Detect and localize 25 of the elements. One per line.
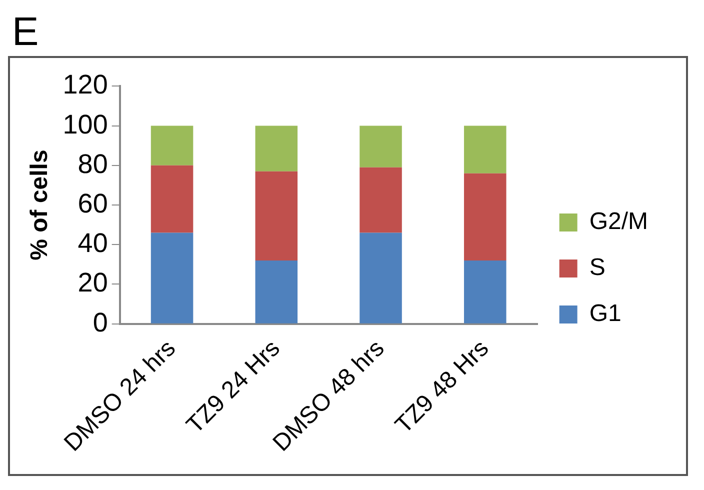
legend-label: G2/M (589, 208, 648, 236)
legend-label: S (589, 254, 606, 282)
y-tick-label: 0 (92, 307, 108, 338)
bar (464, 173, 506, 260)
chart-title: E (12, 9, 40, 56)
bar (360, 126, 402, 168)
y-tick-label: 120 (62, 70, 108, 100)
bar (255, 126, 298, 172)
bar (255, 260, 298, 324)
bar (150, 126, 194, 166)
bar (150, 165, 194, 233)
legend-label: G1 (589, 300, 622, 328)
y-tick-label: 100 (62, 109, 108, 140)
y-tick-label: 40 (78, 228, 108, 258)
bar (150, 232, 194, 324)
y-axis-title: % of cells (26, 150, 54, 260)
bar (255, 171, 298, 260)
bar (464, 126, 506, 174)
y-tick-label: 80 (78, 148, 108, 179)
x-tick-label: TZ9 48 Hrs (390, 334, 494, 439)
y-tick-label: 60 (78, 188, 108, 218)
y-tick-label: 20 (78, 268, 108, 298)
bar (360, 232, 402, 324)
bar (360, 167, 402, 233)
bar (464, 260, 506, 324)
